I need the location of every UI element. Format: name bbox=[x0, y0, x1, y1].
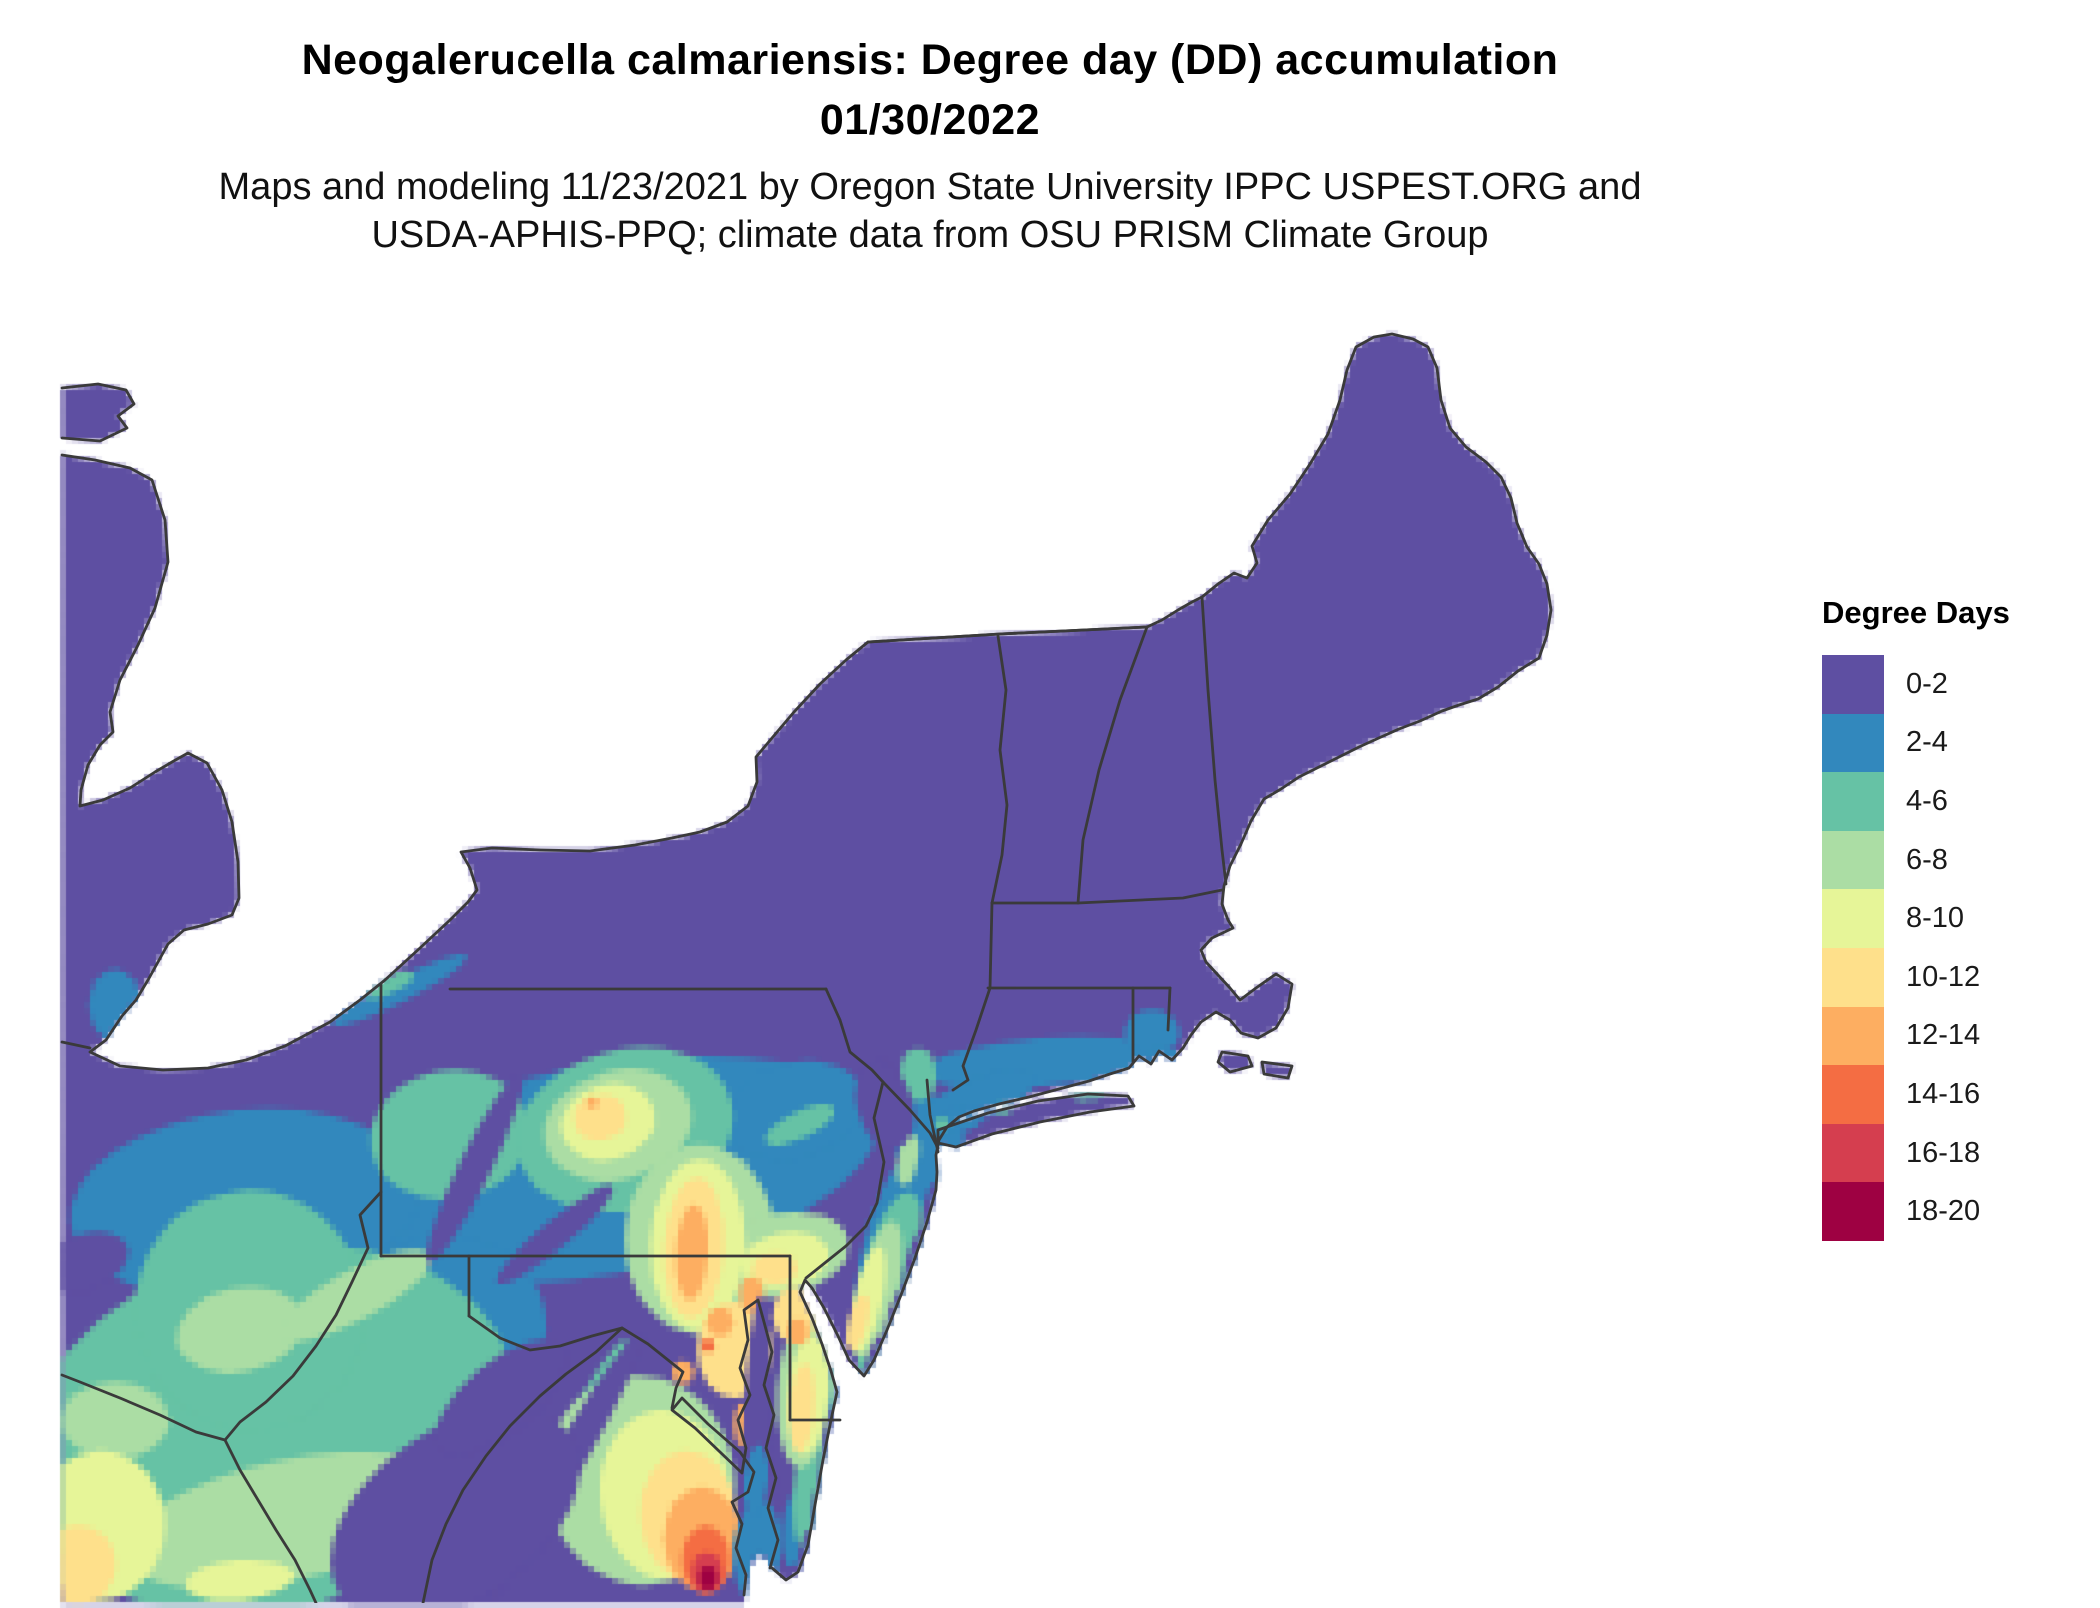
legend-label: 8-10 bbox=[1906, 902, 1965, 935]
boundary-line bbox=[990, 888, 1224, 905]
legend-swatch bbox=[1822, 772, 1884, 831]
legend-item: 18-20 bbox=[1822, 1182, 2092, 1241]
legend-item: 14-16 bbox=[1822, 1065, 2092, 1124]
map-title-date: 01/30/2022 bbox=[819, 96, 1041, 144]
map-title: Neogalerucella calmariensis: Degree day … bbox=[301, 36, 1559, 84]
boundary-line bbox=[936, 1092, 1136, 1149]
degree-day-raster-map bbox=[0, 0, 1602, 1608]
legend-label: 16-18 bbox=[1906, 1136, 1981, 1169]
legend-swatch bbox=[1822, 713, 1884, 773]
map-subtitle-line1: Maps and modeling 11/23/2021 by Oregon S… bbox=[218, 166, 1642, 208]
boundary-line bbox=[60, 382, 136, 443]
legend-label: 18-20 bbox=[1906, 1195, 1981, 1228]
legend-swatch bbox=[1822, 830, 1884, 890]
legend-item: 4-6 bbox=[1822, 772, 2092, 831]
boundary-line bbox=[1216, 1050, 1254, 1074]
legend-label: 12-14 bbox=[1906, 1019, 1981, 1052]
legend-swatch bbox=[1822, 1182, 1884, 1241]
legend-item: 8-10 bbox=[1822, 889, 2092, 948]
boundary-line bbox=[223, 1190, 383, 1442]
boundary-line bbox=[951, 986, 992, 1092]
boundary-line bbox=[804, 987, 886, 1280]
boundary-line bbox=[60, 1373, 227, 1442]
legend-title: Degree Days bbox=[1822, 595, 2010, 630]
boundary-line bbox=[670, 1298, 780, 1597]
map-subtitle-line2: USDA-APHIS-PPQ; climate data from OSU PR… bbox=[371, 214, 1489, 256]
legend-label: 6-8 bbox=[1906, 843, 1948, 876]
boundary-line bbox=[925, 1078, 940, 1154]
legend-swatch bbox=[1822, 1123, 1884, 1183]
legend-item: 0-2 bbox=[1822, 655, 2092, 714]
state-borders-overlay bbox=[60, 332, 1553, 1603]
boundary-line bbox=[866, 625, 1149, 644]
boundary-line bbox=[1166, 986, 1172, 1032]
legend-swatch bbox=[1822, 889, 1884, 948]
boundary-line bbox=[1076, 625, 1149, 905]
legend: Degree Days 0-2 2-4 4-6 6-8 8-10 10-12 12-14 14… bbox=[1822, 595, 2092, 1241]
boundary-line bbox=[223, 1438, 318, 1603]
legend-swatch bbox=[1822, 1006, 1884, 1066]
boundary-line bbox=[421, 1326, 624, 1603]
boundary-line bbox=[1260, 1060, 1294, 1080]
legend-item: 12-14 bbox=[1822, 1006, 2092, 1066]
legend-item: 2-4 bbox=[1822, 713, 2092, 773]
legend-label: 0-2 bbox=[1906, 667, 1948, 700]
legend-swatch bbox=[1822, 947, 1884, 1007]
map-subtitle: Maps and modeling 11/23/2021 by Oregon S… bbox=[0, 164, 1860, 258]
chart-header: Neogalerucella calmariensis: Degree day … bbox=[0, 30, 1860, 258]
legend-label: 14-16 bbox=[1906, 1077, 1981, 1110]
legend-item: 10-12 bbox=[1822, 947, 2092, 1007]
legend-swatch bbox=[1822, 1065, 1884, 1124]
legend-item: 16-18 bbox=[1822, 1123, 2092, 1183]
legend-rows: 0-2 2-4 4-6 6-8 8-10 10-12 12-14 14-16 16-18 18-2… bbox=[1822, 655, 2092, 1241]
legend-label: 10-12 bbox=[1906, 960, 1981, 993]
legend-item: 6-8 bbox=[1822, 830, 2092, 890]
boundary-line bbox=[1200, 595, 1228, 886]
map-figure bbox=[0, 0, 1602, 1608]
boundary-line bbox=[60, 1040, 92, 1050]
legend-label: 2-4 bbox=[1906, 726, 1948, 759]
legend-swatch bbox=[1822, 655, 1884, 714]
boundary-line bbox=[60, 332, 1553, 1582]
boundary-line bbox=[467, 1314, 685, 1410]
boundary-line bbox=[881, 1080, 940, 1150]
boundary-line bbox=[990, 634, 1009, 905]
boundary-line bbox=[988, 901, 994, 990]
legend-label: 4-6 bbox=[1906, 784, 1948, 817]
